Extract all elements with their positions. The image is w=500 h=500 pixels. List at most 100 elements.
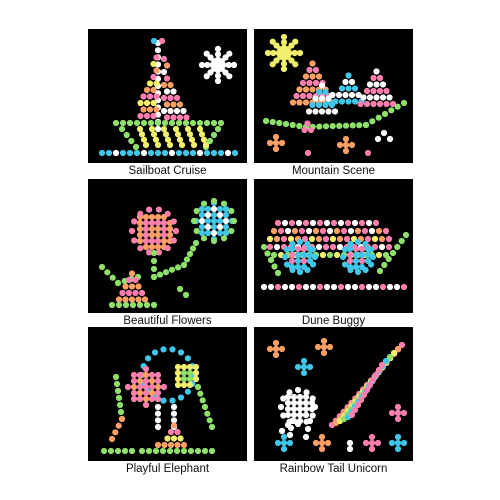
design-tile-buggy[interactable] — [254, 179, 413, 313]
design-tile-mountain[interactable] — [254, 29, 413, 163]
design-tile-flowers[interactable] — [88, 179, 247, 313]
peg — [304, 425, 312, 433]
peg — [147, 119, 155, 127]
peg — [230, 217, 238, 225]
peg — [180, 375, 188, 383]
peg — [100, 447, 108, 455]
peg — [128, 137, 135, 145]
peg — [296, 411, 304, 419]
peg — [283, 261, 291, 268]
design-tile-sailboat[interactable] — [88, 29, 247, 163]
peg — [323, 219, 331, 227]
peg — [385, 235, 393, 243]
peg — [146, 106, 154, 113]
peg — [331, 108, 339, 115]
peg — [322, 243, 330, 251]
peg — [272, 351, 280, 359]
peg — [294, 257, 302, 265]
design-caption-flowers: Beautiful Flowers — [123, 315, 212, 327]
peg — [302, 411, 310, 419]
peg — [160, 125, 168, 133]
peg — [186, 381, 194, 389]
peg — [356, 122, 363, 129]
peg — [309, 261, 317, 268]
peg — [352, 263, 360, 271]
peg — [400, 439, 408, 447]
peg — [312, 439, 320, 447]
peg — [266, 243, 274, 251]
peg — [174, 363, 182, 371]
peg — [346, 251, 354, 259]
peg — [368, 227, 376, 235]
peg — [148, 377, 156, 385]
peg — [140, 93, 147, 100]
design-tile-elephant[interactable] — [88, 327, 247, 461]
peg — [336, 122, 343, 129]
peg — [302, 433, 310, 441]
peg — [136, 371, 144, 379]
peg — [302, 219, 310, 227]
peg — [200, 235, 208, 242]
peg — [130, 395, 138, 403]
peg — [394, 445, 402, 453]
peg — [372, 283, 380, 291]
peg — [272, 139, 280, 147]
peg — [148, 243, 156, 251]
peg — [143, 112, 151, 120]
peg — [163, 101, 171, 108]
peg — [172, 227, 180, 235]
peg — [148, 371, 156, 379]
peg — [302, 405, 310, 413]
peg — [312, 66, 320, 74]
peg — [347, 227, 355, 235]
peg — [178, 141, 186, 149]
peg — [326, 227, 334, 235]
peg — [126, 119, 134, 127]
peg — [210, 237, 218, 245]
peg — [347, 266, 354, 274]
peg — [382, 227, 390, 235]
peg — [174, 381, 182, 389]
peg — [394, 403, 402, 411]
peg — [375, 251, 383, 259]
peg — [115, 394, 123, 402]
peg — [293, 92, 300, 100]
peg — [318, 439, 326, 447]
peg — [300, 251, 308, 259]
design-tile-unicorn[interactable] — [254, 327, 413, 461]
peg — [322, 123, 330, 130]
peg — [203, 73, 210, 80]
design-caption-mountain: Mountain Scene — [291, 165, 376, 177]
peg — [148, 389, 156, 397]
buggy-peg-art — [260, 219, 410, 291]
peg — [318, 82, 326, 89]
peg — [197, 390, 204, 397]
peg — [164, 435, 171, 442]
peg — [273, 243, 281, 251]
peg — [163, 62, 171, 69]
peg — [326, 251, 334, 259]
peg — [154, 61, 162, 68]
peg — [284, 227, 292, 235]
peg — [288, 219, 296, 227]
peg — [296, 86, 303, 93]
peg — [383, 87, 390, 95]
peg — [380, 129, 388, 137]
peg — [105, 149, 113, 157]
peg — [274, 439, 282, 447]
peg — [344, 219, 352, 227]
peg — [260, 243, 268, 251]
peg — [389, 100, 397, 108]
peg — [289, 240, 296, 248]
peg — [204, 211, 212, 219]
peg — [160, 219, 168, 227]
peg — [154, 243, 162, 251]
peg — [142, 377, 150, 385]
peg — [296, 405, 304, 413]
peg — [270, 227, 278, 235]
peg — [315, 73, 323, 80]
peg — [302, 99, 310, 106]
peg — [289, 121, 296, 129]
peg — [138, 289, 146, 297]
peg — [316, 283, 324, 291]
